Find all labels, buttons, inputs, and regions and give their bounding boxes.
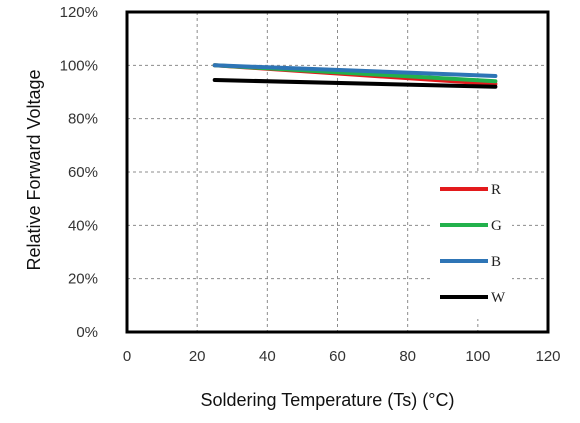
y-tick-label: 120%	[60, 4, 98, 21]
x-tick-labels: 0 20 40 60 80 100 120	[123, 348, 561, 365]
series-line-w	[212, 78, 498, 89]
x-tick-label: 120	[535, 348, 560, 365]
y-tick-label: 80%	[68, 111, 98, 128]
y-tick-label: 100%	[60, 57, 98, 74]
plot-frame	[125, 10, 550, 334]
y-tick-label: 40%	[68, 217, 98, 234]
legend-label-r: R	[491, 182, 501, 198]
x-axis-title: Soldering Temperature (Ts) (°C)	[201, 390, 455, 410]
legend-background	[432, 173, 512, 319]
y-tick-labels: 0% 20% 40% 60% 80% 100% 120%	[60, 4, 98, 341]
y-tick-label: 20%	[68, 271, 98, 288]
legend: R G B W	[432, 173, 512, 319]
series-line-b	[212, 63, 498, 78]
x-tick-label: 40	[259, 348, 276, 365]
y-axis-title: Relative Forward Voltage	[24, 69, 44, 270]
x-tick-label: 20	[189, 348, 206, 365]
y-tick-label: 0%	[76, 324, 98, 341]
x-tick-label: 80	[399, 348, 416, 365]
x-tick-label: 100	[465, 348, 490, 365]
y-tick-label: 60%	[68, 164, 98, 181]
series-lines	[212, 63, 498, 89]
x-tick-label: 60	[329, 348, 346, 365]
legend-label-w: W	[491, 290, 506, 306]
legend-label-b: B	[491, 254, 501, 270]
x-tick-label: 0	[123, 348, 131, 365]
legend-label-g: G	[491, 218, 502, 234]
